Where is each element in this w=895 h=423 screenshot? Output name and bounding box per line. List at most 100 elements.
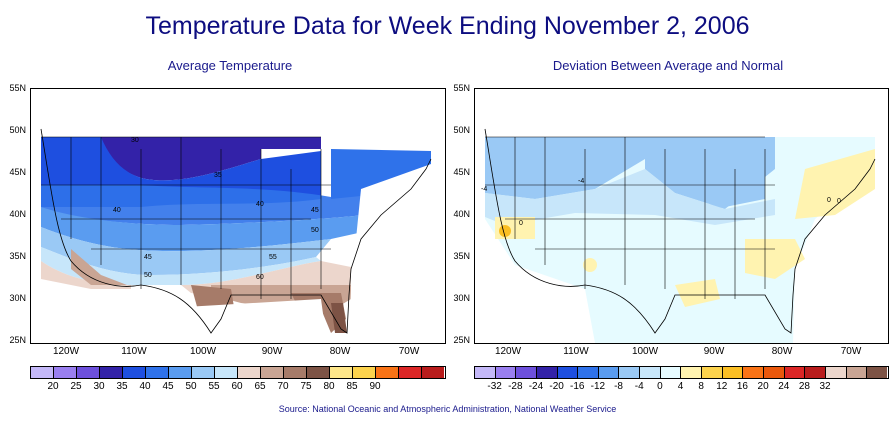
legend-label: 70 <box>277 381 289 392</box>
legend-label: 55 <box>208 381 220 392</box>
lat-label: 45N <box>9 167 26 177</box>
color-swatch <box>238 367 261 378</box>
lat-label: 30N <box>9 293 26 303</box>
lon-label: 110W <box>563 346 589 357</box>
color-swatch <box>475 367 496 378</box>
lon-label: 70W <box>840 346 862 357</box>
band-florida <box>331 303 347 333</box>
contour-label: 40 <box>113 207 121 214</box>
band-65 <box>71 249 127 285</box>
contour-label: -4 <box>481 186 487 193</box>
contour-label: 0 <box>827 197 831 204</box>
contour-label: 45 <box>144 254 152 261</box>
color-swatch <box>146 367 169 378</box>
legend-label: 65 <box>254 381 266 392</box>
legend-label: 35 <box>116 381 128 392</box>
color-swatch <box>376 367 399 378</box>
contour-label: 35 <box>214 172 222 179</box>
lon-label: 90W <box>261 346 283 357</box>
legend-label: 40 <box>139 381 151 392</box>
color-swatch <box>516 367 537 378</box>
color-swatch <box>536 367 558 378</box>
color-swatch <box>169 367 192 378</box>
color-swatch <box>619 367 641 378</box>
lat-label: 25N <box>453 335 470 345</box>
color-swatch <box>284 367 307 378</box>
contour-label: 50 <box>311 227 319 234</box>
legend-label: -4 <box>634 381 644 392</box>
color-swatch <box>578 367 599 378</box>
color-swatch <box>215 367 238 378</box>
legend-label: -20 <box>549 381 564 392</box>
atlantic <box>349 159 445 343</box>
lat-label: 45N <box>453 167 470 177</box>
band-40 <box>41 159 431 225</box>
lat-label: 40N <box>9 209 26 219</box>
legend-label: -16 <box>570 381 585 392</box>
color-swatch <box>192 367 215 378</box>
color-swatch <box>805 367 826 378</box>
lon-label: 100W <box>189 346 217 357</box>
pos-4-ne <box>795 149 875 219</box>
lon-label: 120W <box>52 346 80 357</box>
lat-label: 35N <box>9 251 26 261</box>
lon-label: 120W <box>494 346 522 357</box>
lon-label: 70W <box>398 346 420 357</box>
lat-label: 50N <box>9 125 26 135</box>
pos-4-spot <box>583 258 597 272</box>
color-swatch <box>123 367 146 378</box>
contour-label: 0 <box>519 220 523 227</box>
color-swatch <box>77 367 100 378</box>
legend-label: 75 <box>300 381 312 392</box>
neg-8-region <box>485 137 645 199</box>
legend-label: 20 <box>757 381 769 392</box>
right-map-subtitle: Deviation Between Average and Normal <box>552 58 784 73</box>
legend-label: -24 <box>528 381 544 392</box>
color-swatch <box>660 367 682 378</box>
color-swatch <box>399 367 422 378</box>
legend-label: -28 <box>508 381 523 392</box>
average-temperature-map: 30 35 40 40 45 50 45 50 55 60 <box>30 88 446 344</box>
color-swatch <box>598 367 620 378</box>
deviation-color-bar <box>474 366 889 379</box>
legend-label: 28 <box>798 381 810 392</box>
lat-label: 50N <box>453 125 470 135</box>
color-swatch <box>495 367 517 378</box>
average-temperature-svg: 30 35 40 40 45 50 45 50 55 60 <box>31 89 445 343</box>
lat-label: 55N <box>453 83 470 93</box>
contour-label: 40 <box>256 201 264 208</box>
color-swatch <box>867 367 887 378</box>
canada <box>31 89 445 137</box>
color-swatch <box>422 367 444 378</box>
contour-label: 30 <box>131 137 139 144</box>
color-swatch <box>846 367 868 378</box>
contour-label: 55 <box>269 254 277 261</box>
color-swatch <box>825 367 847 378</box>
color-swatch <box>722 367 744 378</box>
contour-label: -4 <box>578 178 584 185</box>
neg-4-band <box>485 169 775 225</box>
legend-label: 24 <box>778 381 790 392</box>
lat-label: 30N <box>453 293 470 303</box>
color-swatch <box>100 367 123 378</box>
lon-label: 100W <box>631 346 659 357</box>
legend-label: 50 <box>185 381 197 392</box>
lon-label: 110W <box>121 346 147 357</box>
color-swatch <box>307 367 330 378</box>
lat-label: 55N <box>9 83 26 93</box>
left-map-subtitle: Average Temperature <box>167 58 293 73</box>
temperature-deviation-map: -4 0 -4 0 0 <box>474 88 889 344</box>
legend-label: -8 <box>614 381 623 392</box>
temperature-deviation-svg: -4 0 -4 0 0 <box>475 89 888 343</box>
legend-label: 0 <box>657 381 663 392</box>
legend-label: 20 <box>47 381 59 392</box>
color-swatch <box>681 367 703 378</box>
lon-label: 80W <box>329 346 351 357</box>
pos-4-se <box>745 239 805 279</box>
ocean-cover <box>475 89 888 137</box>
neg-8-midwest <box>695 149 765 209</box>
color-swatch <box>54 367 77 378</box>
band-55 <box>41 247 321 285</box>
color-swatch <box>702 367 723 378</box>
legend-label: 60 <box>231 381 243 392</box>
